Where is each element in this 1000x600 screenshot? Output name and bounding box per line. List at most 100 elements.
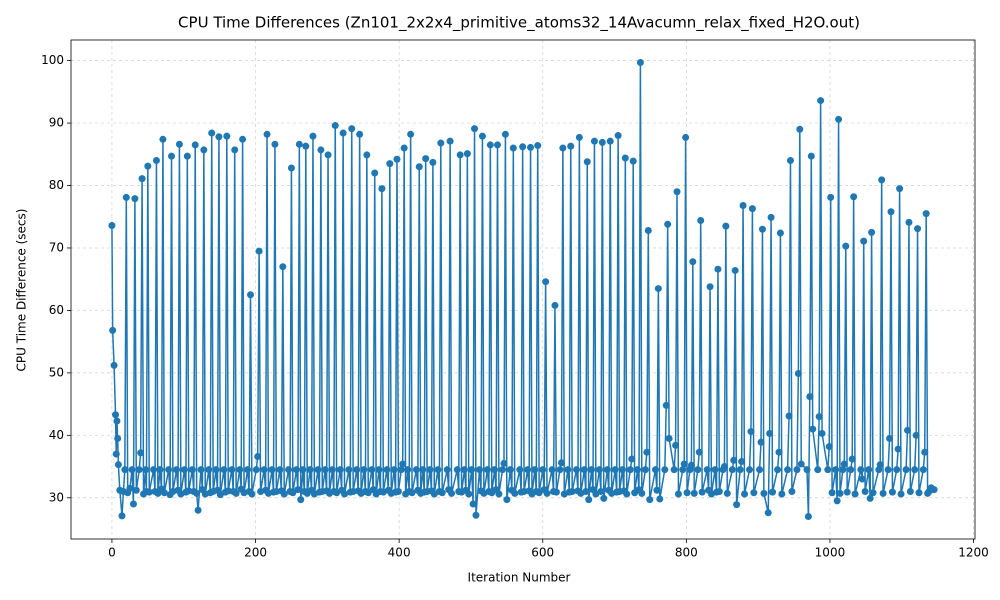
data-point <box>784 466 792 474</box>
data-point <box>769 488 777 496</box>
data-point <box>597 488 605 496</box>
data-point <box>142 466 150 474</box>
data-point <box>113 417 121 425</box>
data-point <box>843 488 851 496</box>
data-point <box>306 466 314 474</box>
data-point <box>469 500 477 508</box>
data-point <box>215 133 223 141</box>
x-tick-label: 200 <box>244 546 267 560</box>
data-point <box>827 193 835 201</box>
data-point <box>292 466 300 474</box>
data-point <box>548 466 556 474</box>
data-point <box>866 494 874 502</box>
data-point <box>797 460 805 468</box>
data-point <box>919 466 927 474</box>
data-point <box>606 137 614 145</box>
data-point <box>137 449 145 457</box>
data-point <box>664 220 672 228</box>
data-point <box>429 158 437 166</box>
data-point <box>232 489 240 497</box>
data-point <box>835 115 843 123</box>
data-point <box>590 137 598 145</box>
data-point <box>636 58 644 66</box>
data-point <box>400 144 408 152</box>
data-point <box>697 216 705 224</box>
data-point <box>833 497 841 505</box>
data-point <box>756 466 764 474</box>
data-point <box>851 490 859 498</box>
data-point <box>794 369 802 377</box>
data-point <box>703 466 711 474</box>
data-point <box>767 213 775 221</box>
data-point <box>656 495 664 503</box>
data-point <box>674 490 682 498</box>
data-point <box>758 225 766 233</box>
data-point <box>629 157 637 165</box>
data-point <box>715 488 723 496</box>
data-point <box>297 496 305 504</box>
data-point <box>680 460 688 468</box>
data-point <box>239 135 247 143</box>
data-point <box>448 489 456 497</box>
x-tick-label: 400 <box>388 546 411 560</box>
data-point <box>911 466 919 474</box>
data-point <box>519 143 527 151</box>
data-point <box>407 130 415 138</box>
data-point <box>152 157 160 165</box>
data-point <box>824 466 832 474</box>
y-tick-label: 100 <box>41 53 64 67</box>
data-point <box>220 466 228 474</box>
data-point <box>180 466 188 474</box>
data-point <box>869 489 877 497</box>
x-tick-label: 1000 <box>815 546 846 560</box>
data-point <box>412 466 420 474</box>
data-point <box>408 489 416 497</box>
data-point <box>511 489 519 497</box>
data-point <box>894 445 902 453</box>
data-point <box>476 466 484 474</box>
data-point <box>672 441 680 449</box>
data-point <box>415 163 423 171</box>
data-point <box>112 411 120 419</box>
data-point <box>193 489 201 497</box>
data-point <box>557 459 565 467</box>
data-point <box>804 513 812 521</box>
data-point <box>159 135 167 143</box>
data-point <box>317 146 325 154</box>
data-point <box>287 164 295 172</box>
data-point <box>603 466 611 474</box>
data-point <box>285 466 293 474</box>
data-point <box>309 132 317 140</box>
data-point <box>138 175 146 183</box>
data-point <box>129 500 137 508</box>
data-point <box>491 466 499 474</box>
data-point <box>248 490 256 498</box>
data-point <box>689 258 697 266</box>
data-point <box>728 466 736 474</box>
data-point <box>516 466 524 474</box>
data-point <box>144 162 152 170</box>
data-point <box>200 146 208 154</box>
data-point <box>390 466 398 474</box>
data-point <box>760 489 768 497</box>
data-point <box>848 455 856 463</box>
data-point <box>295 140 303 148</box>
data-point <box>582 488 590 496</box>
x-axis-label: Iteration Number <box>468 571 571 585</box>
data-point <box>757 438 765 446</box>
data-point <box>746 466 754 474</box>
data-point <box>527 143 535 151</box>
data-point <box>748 205 756 213</box>
data-point <box>879 489 887 497</box>
data-point <box>223 132 231 140</box>
data-point <box>255 247 263 255</box>
data-point <box>371 169 379 177</box>
data-point <box>145 488 153 496</box>
data-point <box>336 466 344 474</box>
data-point <box>299 466 307 474</box>
data-point <box>904 426 912 434</box>
data-point <box>796 125 804 133</box>
data-point <box>260 466 268 474</box>
data-point <box>399 460 407 468</box>
data-point <box>764 509 772 517</box>
